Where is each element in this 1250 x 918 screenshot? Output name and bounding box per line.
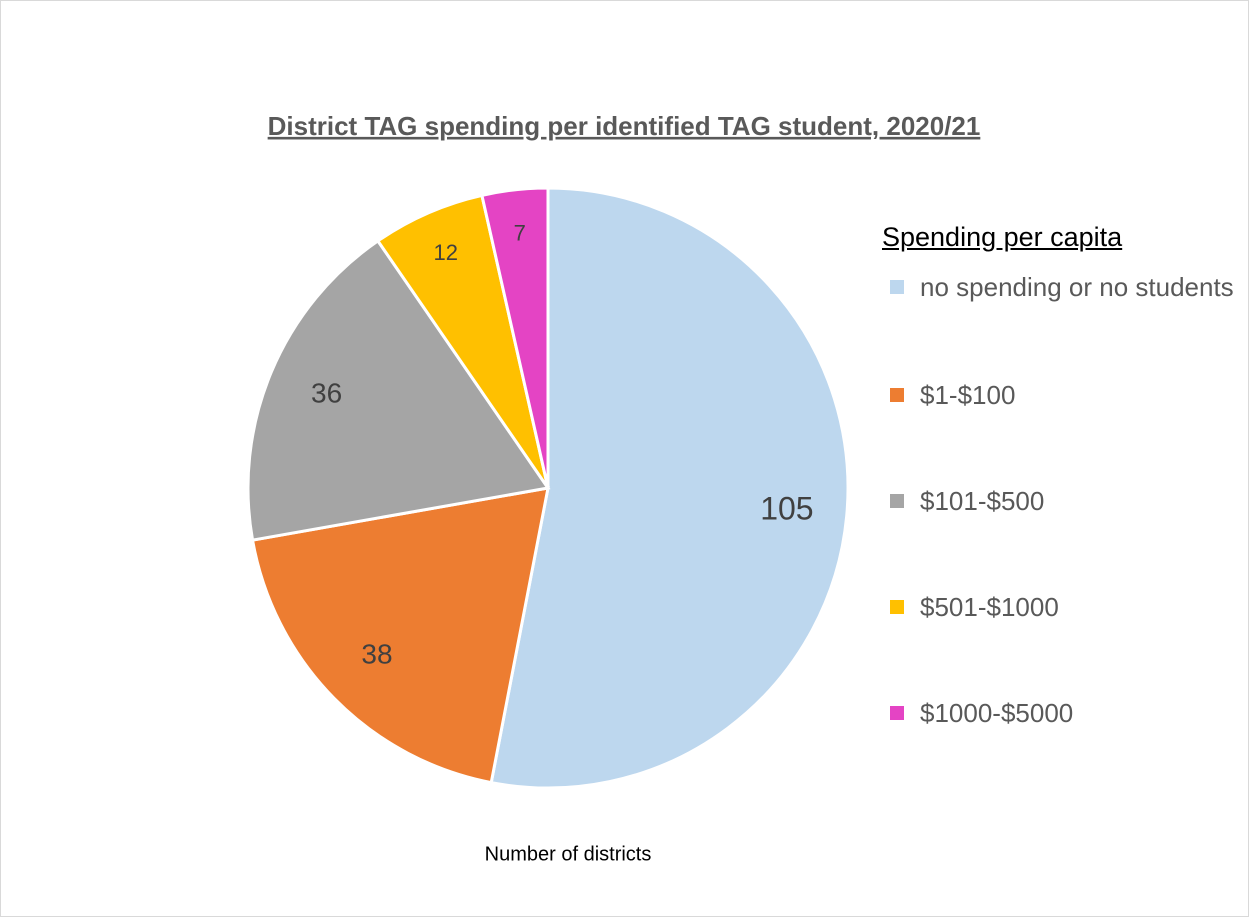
legend-entry: $501-$1000 [890,584,1240,630]
legend-label: $1-$100 [920,380,1016,410]
legend-swatch [890,494,904,508]
legend-entry: no spending or no students [890,264,1240,310]
legend-label: $501-$1000 [920,592,1059,622]
x-label: Number of districts [485,843,652,865]
data-label: 38 [361,639,392,670]
legend-entry: $1000-$5000 [890,690,1240,736]
data-label: 7 [514,220,526,245]
legend-swatch [890,600,904,614]
legend-entry: $1-$100 [890,372,1240,418]
pie-slice [480,186,550,489]
legend-label: no spending or no students [920,272,1234,302]
legend-swatch [890,280,904,294]
legend-entry: $101-$500 [890,478,1240,524]
data-label: 36 [311,378,342,409]
data-label: 105 [760,490,813,526]
legend-label: $1000-$5000 [920,698,1074,728]
data-label: 12 [434,240,458,265]
pie-slice [246,238,551,542]
legend-swatch [890,388,904,402]
pie-slice [489,186,850,790]
chart-title: District TAG spending per identified TAG… [268,111,981,141]
legend: Spending per capita no spending or no st… [882,222,1242,728]
legend-label: $101-$500 [920,486,1045,516]
legend-swatch [890,706,904,720]
pie-slice [250,486,550,785]
legend-title: Spending per capita [882,222,1123,252]
